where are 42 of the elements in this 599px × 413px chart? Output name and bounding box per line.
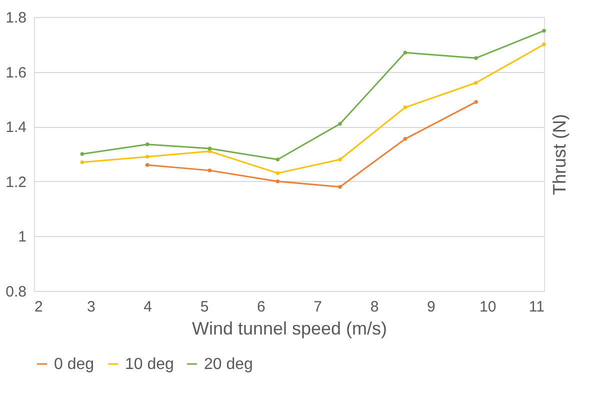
x-tick-label: 8 — [370, 298, 379, 316]
x-tick-label: 6 — [256, 298, 266, 316]
y-tick-label: 1.8 — [6, 10, 26, 26]
y-tick-label: 1.6 — [6, 64, 26, 82]
point — [542, 28, 546, 33]
x-tick-label: 10 — [479, 298, 496, 316]
point — [474, 56, 478, 60]
x-tick-label: 2 — [34, 298, 43, 316]
x-tick-label: 11 — [528, 298, 544, 316]
x-tick-label: 5 — [200, 298, 209, 316]
point — [403, 106, 408, 110]
y-tick-label: 1.4 — [6, 119, 26, 136]
point — [276, 180, 280, 184]
y-tick-label: 1.2 — [6, 174, 26, 191]
y-tick-label: 0.8 — [6, 284, 26, 300]
x-tick-label: 4 — [144, 298, 152, 316]
point — [403, 50, 408, 54]
legend-label: 20 deg — [204, 356, 253, 373]
point — [474, 80, 478, 85]
x-tick-label: 9 — [426, 298, 436, 316]
point — [338, 158, 342, 162]
legend-label: 10 deg — [125, 356, 174, 373]
point — [80, 160, 84, 164]
point — [542, 42, 546, 46]
y-axis-title: Thrust (N) — [550, 114, 570, 195]
point — [338, 185, 342, 189]
legend-label: 0 deg — [54, 356, 94, 373]
point — [208, 168, 212, 172]
point — [145, 142, 150, 146]
point — [145, 163, 150, 167]
point — [276, 158, 280, 162]
point — [474, 100, 478, 104]
point — [276, 171, 280, 176]
point — [403, 137, 408, 141]
point — [208, 146, 212, 150]
point — [338, 122, 342, 126]
y-tick-label: 1 — [18, 228, 26, 246]
point — [80, 152, 84, 156]
x-tick-label: 7 — [314, 298, 322, 316]
x-tick-label: 3 — [86, 298, 96, 316]
x-axis-title: Wind tunnel speed (m/s) — [192, 318, 388, 338]
point — [145, 154, 150, 159]
